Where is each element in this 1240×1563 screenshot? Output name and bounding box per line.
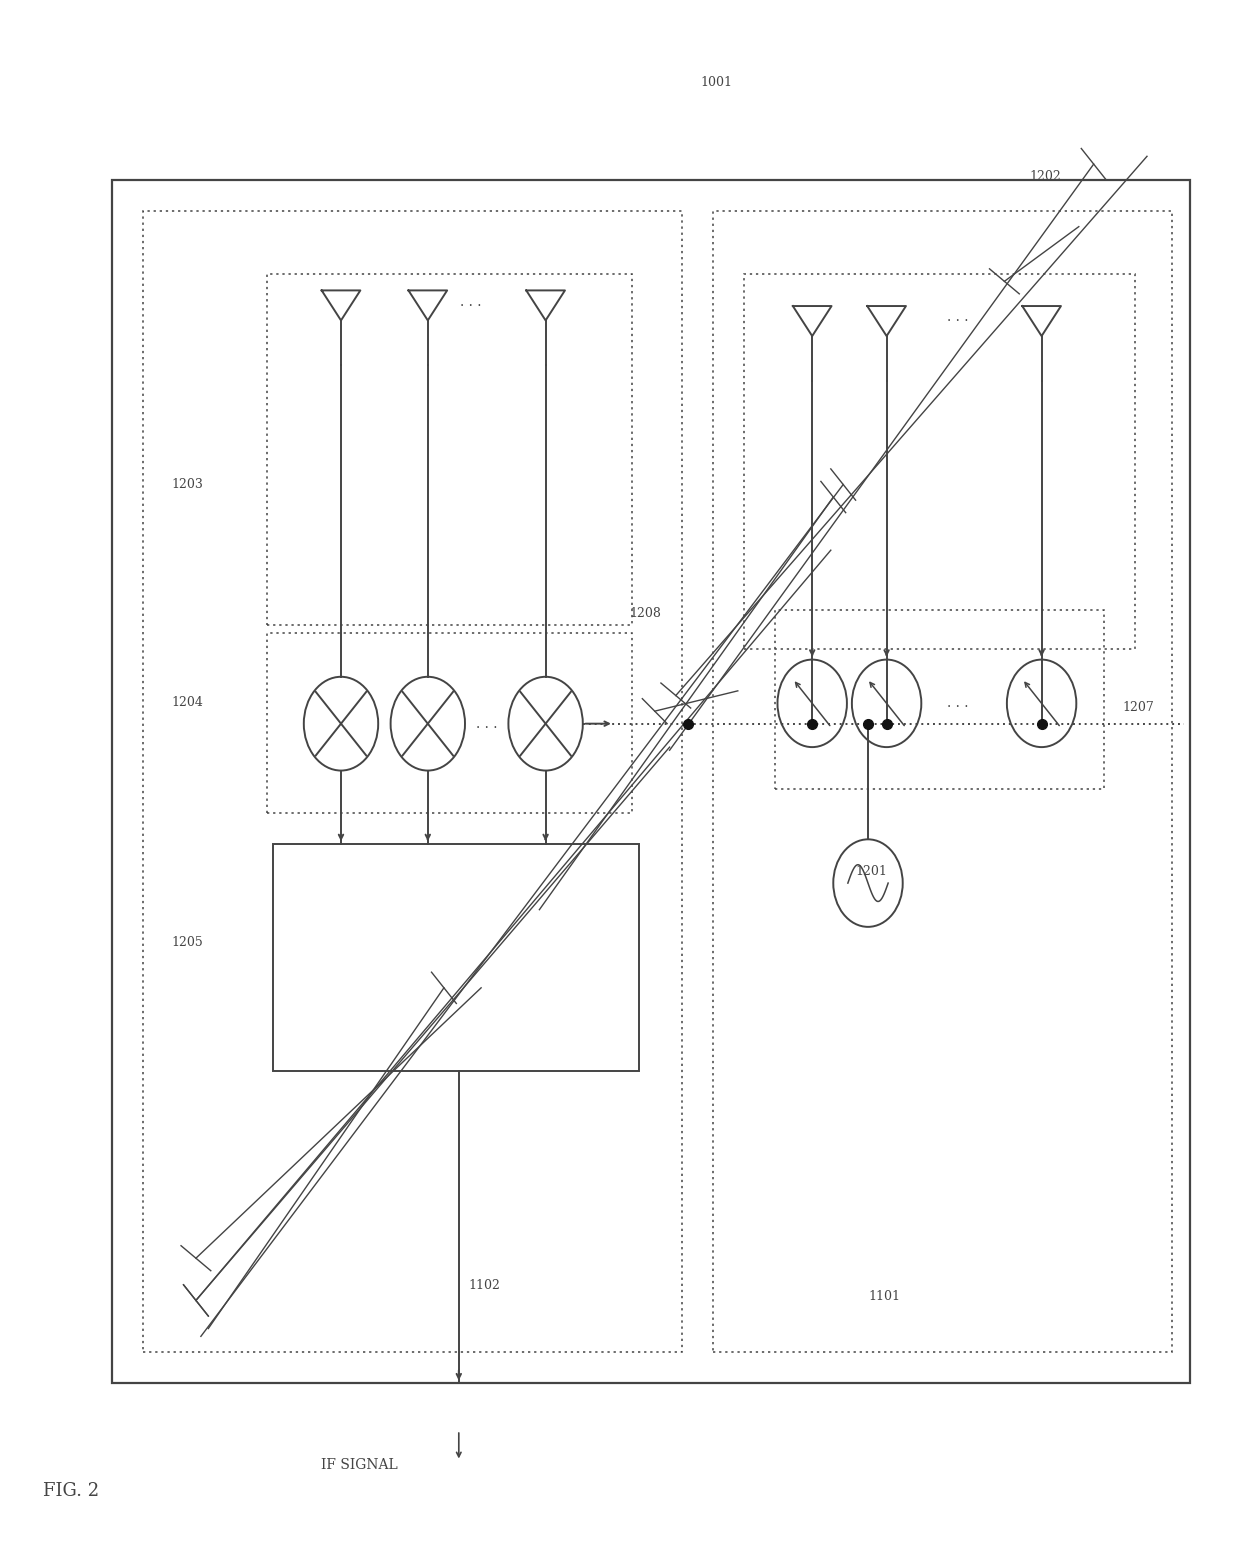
Bar	[273, 844, 639, 1071]
Text: 1102: 1102	[469, 1280, 501, 1293]
Bar	[267, 274, 632, 625]
Text: . . .: . . .	[946, 311, 968, 324]
Bar	[112, 180, 1190, 1383]
Text: 1201: 1201	[856, 866, 888, 878]
Text: . . .: . . .	[460, 295, 482, 308]
Bar	[267, 633, 632, 813]
Text: . . .: . . .	[476, 717, 497, 730]
Text: 1101: 1101	[868, 1291, 900, 1304]
Text: FIG. 2: FIG. 2	[43, 1482, 99, 1500]
Text: IF SIGNAL: IF SIGNAL	[321, 1458, 398, 1472]
Text: 1203: 1203	[171, 478, 203, 491]
Bar	[143, 211, 682, 1352]
Bar	[713, 211, 1172, 1352]
Text: . . .: . . .	[946, 697, 968, 710]
Bar	[744, 274, 1135, 649]
Text: 1207: 1207	[1122, 702, 1154, 714]
Text: 1208: 1208	[630, 608, 662, 621]
Text: 1204: 1204	[171, 697, 203, 710]
Text: 1202: 1202	[1029, 170, 1061, 183]
Bar	[775, 610, 1104, 789]
Text: 1205: 1205	[171, 936, 203, 949]
Text: 1001: 1001	[701, 77, 733, 89]
